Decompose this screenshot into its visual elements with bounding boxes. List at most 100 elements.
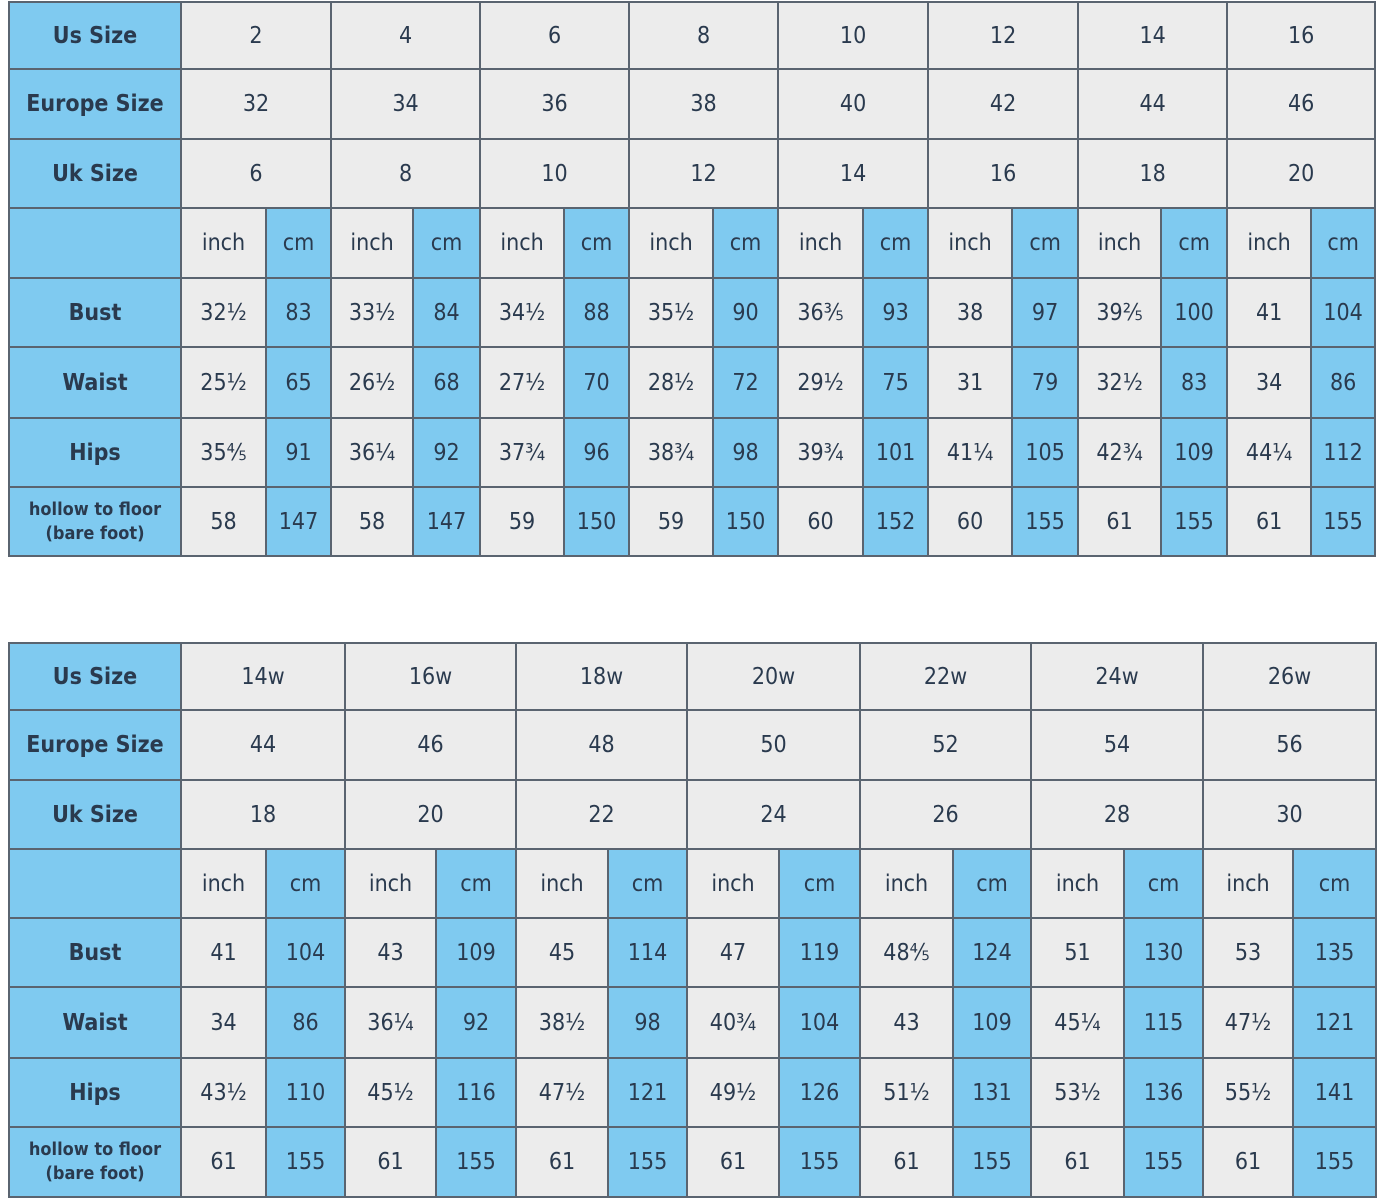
size-uk-cell: 24 [686, 779, 861, 850]
hollow-inch-cell: 59 [628, 486, 715, 557]
waist-cm-cell: 65 [264, 346, 333, 419]
hollow-inch-cell: 60 [777, 486, 865, 557]
hips-cm-cell: 110 [265, 1057, 346, 1128]
unit-cm-label: cm [1160, 207, 1229, 279]
waist-inch-cell: 34 [1226, 346, 1313, 419]
bust-cm-cell: 84 [412, 277, 482, 348]
row-eu: Europe Size 32 34 36 38 40 42 44 46 [8, 68, 1377, 140]
bust-cm-cell: 93 [862, 277, 930, 348]
hips-cm-cell: 141 [1292, 1057, 1377, 1128]
size-uk-cell: 26 [859, 779, 1032, 850]
hips-inch-cell: 36¼ [330, 417, 415, 488]
row-label-bust: Bust [8, 917, 182, 988]
hollow-cm-cell: 150 [712, 486, 780, 557]
bust-inch-cell: 47 [686, 917, 780, 988]
hollow-inch-cell: 61 [1226, 486, 1313, 557]
size-us-cell: 16w [344, 642, 517, 711]
waist-cm-cell: 92 [435, 986, 517, 1059]
hips-inch-cell: 45½ [344, 1057, 437, 1128]
size-uk-cell: 14 [777, 138, 930, 209]
hips-cm-cell: 92 [412, 417, 482, 488]
size-us-cell: 8 [628, 1, 780, 70]
unit-cm-label: cm [778, 848, 861, 919]
size-eu-cell: 40 [777, 68, 930, 140]
size-eu-cell: 32 [179, 68, 333, 140]
waist-inch-cell: 27½ [479, 346, 566, 419]
row-label-empty [8, 207, 182, 279]
size-us-cell: 12 [927, 1, 1080, 70]
hollow-inch-cell: 61 [859, 1126, 954, 1198]
size-us-cell: 14 [1077, 1, 1229, 70]
size-uk-cell: 28 [1030, 779, 1204, 850]
waist-inch-cell: 29½ [777, 346, 865, 419]
hips-inch-cell: 42¾ [1077, 417, 1163, 488]
row-units: inch cm inch cm inch cm inch cm inch cm inch cm inch… [8, 848, 1377, 919]
waist-inch-cell: 28½ [628, 346, 715, 419]
size-us-cell: 6 [479, 1, 631, 70]
row-label-hips: Hips [8, 1057, 182, 1128]
waist-cm-cell: 86 [1310, 346, 1377, 419]
hollow-inch-cell: 61 [344, 1126, 437, 1198]
unit-cm-label: cm [1123, 848, 1204, 919]
waist-cm-cell: 109 [952, 986, 1032, 1059]
bust-inch-cell: 41 [1226, 277, 1313, 348]
size-uk-cell: 16 [927, 138, 1080, 209]
row-label-hips: Hips [8, 417, 182, 488]
hollow-cm-cell: 152 [862, 486, 930, 557]
unit-inch-label: inch [927, 207, 1014, 279]
row-uk: Uk Size 18 20 22 24 26 28 30 [8, 779, 1377, 850]
size-eu-cell: 38 [628, 68, 780, 140]
unit-inch-label: inch [686, 848, 780, 919]
bust-inch-cell: 53 [1202, 917, 1294, 988]
waist-cm-cell: 70 [563, 346, 631, 419]
bust-inch-cell: 43 [344, 917, 437, 988]
row-us: Us Size 2 4 6 8 10 12 14 16 [8, 1, 1377, 70]
waist-cm-cell: 104 [778, 986, 861, 1059]
size-us-cell: 24w [1030, 642, 1204, 711]
size-uk-cell: 18 [180, 779, 346, 850]
size-eu-cell: 44 [180, 709, 346, 781]
unit-cm-label: cm [563, 207, 631, 279]
hips-inch-cell: 41¼ [927, 417, 1014, 488]
waist-inch-cell: 47½ [1202, 986, 1294, 1059]
row-units: inch cm inch cm inch cm inch cm inch cm inch cm inch… [8, 207, 1377, 279]
bust-inch-cell: 48⅘ [859, 917, 954, 988]
size-eu-cell: 36 [479, 68, 631, 140]
waist-cm-cell: 79 [1011, 346, 1080, 419]
waist-cm-cell: 115 [1123, 986, 1204, 1059]
waist-inch-cell: 40¾ [686, 986, 780, 1059]
bust-cm-cell: 100 [1160, 277, 1229, 348]
unit-inch-label: inch [859, 848, 954, 919]
hips-cm-cell: 101 [862, 417, 930, 488]
hollow-inch-cell: 61 [1077, 486, 1163, 557]
waist-inch-cell: 32½ [1077, 346, 1163, 419]
bust-inch-cell: 32½ [180, 277, 267, 348]
hips-inch-cell: 44¼ [1226, 417, 1313, 488]
hollow-cm-cell: 155 [1011, 486, 1080, 557]
row-label-eu: Europe Size [8, 68, 182, 140]
size-eu-cell: 46 [1226, 68, 1377, 140]
waist-inch-cell: 31 [927, 346, 1014, 419]
size-uk-cell: 20 [344, 779, 517, 850]
bust-cm-cell: 97 [1011, 277, 1080, 348]
hips-inch-cell: 53½ [1030, 1057, 1125, 1128]
hips-inch-cell: 47½ [515, 1057, 609, 1128]
waist-cm-cell: 75 [862, 346, 930, 419]
bust-inch-cell: 41 [180, 917, 267, 988]
size-us-cell: 14w [180, 642, 346, 711]
bust-cm-cell: 114 [607, 917, 688, 988]
size-us-cell: 26w [1202, 642, 1377, 711]
hollow-inch-cell: 61 [1202, 1126, 1294, 1198]
row-label-waist: Waist [8, 986, 182, 1059]
waist-cm-cell: 86 [265, 986, 346, 1059]
waist-cm-cell: 72 [712, 346, 780, 419]
row-label-uk: Uk Size [8, 138, 182, 209]
bust-cm-cell: 130 [1123, 917, 1204, 988]
unit-inch-label: inch [180, 848, 267, 919]
hips-inch-cell: 49½ [686, 1057, 780, 1128]
row-label-eu: Europe Size [8, 709, 182, 781]
bust-inch-cell: 38 [927, 277, 1014, 348]
hollow-cm-cell: 150 [563, 486, 631, 557]
size-uk-cell: 10 [479, 138, 631, 209]
waist-cm-cell: 98 [607, 986, 688, 1059]
